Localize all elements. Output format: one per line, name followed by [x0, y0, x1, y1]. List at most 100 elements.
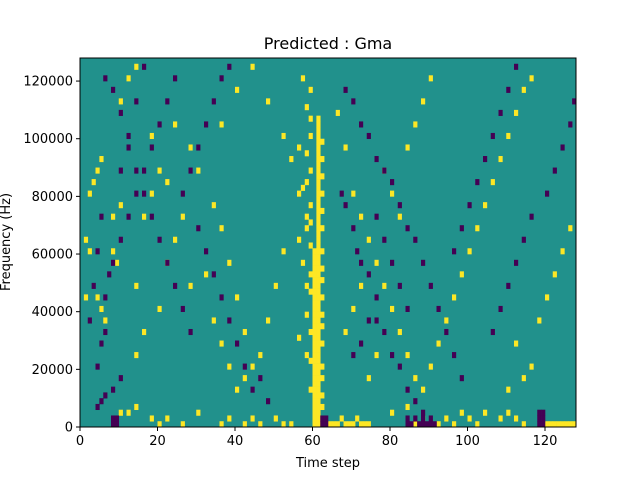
heatmap-cell-high	[312, 288, 317, 295]
heatmap-cell-high	[312, 254, 317, 261]
x-axis: 0 20 40 60 80 100 120	[76, 427, 557, 449]
heatmap-cell-low	[103, 328, 108, 336]
heatmap-cell-low	[103, 294, 108, 301]
heatmap-cell-high	[312, 357, 317, 364]
heatmap-cell-high	[111, 213, 116, 220]
heatmap-cell-high	[390, 190, 395, 197]
heatmap-cell-high	[173, 121, 178, 128]
heatmap-cell-high	[506, 386, 511, 393]
heatmap-cell-low	[134, 98, 139, 105]
heatmap-cell-high	[312, 346, 317, 353]
heatmap-cell-high	[506, 132, 511, 140]
heatmap-cell-high	[413, 375, 418, 382]
heatmap-cell-high	[312, 265, 317, 272]
heatmap-cell-low	[483, 156, 488, 163]
heatmap-cell-high	[320, 138, 325, 145]
heatmap-cell-low	[390, 352, 395, 359]
heatmap-cell-low	[142, 63, 147, 70]
heatmap-cell-high	[374, 352, 379, 359]
heatmap-cell-low	[99, 213, 104, 220]
heatmap-cell-low	[405, 225, 410, 232]
heatmap-cell-low	[99, 340, 104, 347]
heatmap-cell-high	[506, 409, 511, 416]
heatmap-cell-high	[316, 328, 321, 336]
heatmap-cell-high	[316, 282, 321, 289]
heatmap-cell-low	[165, 259, 170, 266]
heatmap-cell-high	[316, 115, 321, 122]
heatmap-cell-high	[157, 167, 162, 174]
heatmap-cell-high	[316, 421, 321, 428]
heatmap-cell-high	[312, 334, 317, 341]
heatmap-cell-low	[339, 190, 344, 197]
heatmap-cell-high	[320, 173, 325, 180]
heatmap-cell-low	[541, 409, 546, 416]
heatmap-cell-high	[413, 421, 418, 428]
heatmap-cell-low	[107, 271, 112, 278]
heatmap-cell-high	[308, 288, 313, 295]
heatmap-cell-high	[568, 225, 573, 232]
heatmap-cell-low	[320, 421, 325, 428]
heatmap-cell-high	[250, 363, 255, 370]
heatmap-cell-high	[405, 352, 410, 359]
heatmap-cell-high	[316, 369, 321, 376]
heatmap-cell-high	[304, 282, 309, 289]
heatmap-cell-low	[413, 415, 418, 422]
heatmap-cell-high	[312, 340, 317, 347]
heatmap-cell-high	[273, 415, 278, 422]
heatmap-cell-low	[467, 202, 472, 209]
heatmap-cell-high	[390, 409, 395, 416]
heatmap-cell-high	[308, 219, 313, 226]
heatmap-cell-low	[382, 328, 387, 336]
heatmap-cell-high	[320, 311, 325, 318]
heatmap-cell-high	[316, 386, 321, 393]
heatmap-cell-low	[343, 202, 348, 209]
heatmap-cell-high	[316, 196, 321, 203]
y-tick-label: 80000	[32, 190, 73, 205]
x-tick-label: 0	[76, 434, 84, 449]
heatmap-cell-high	[320, 156, 325, 163]
heatmap-cell-high	[219, 225, 224, 232]
heatmap-cell-high	[250, 63, 255, 70]
heatmap-cell-high	[312, 352, 317, 359]
heatmap-cell-high	[521, 86, 526, 93]
heatmap-cell-low	[99, 398, 104, 405]
heatmap-cell-high	[405, 144, 410, 151]
heatmap-cell-high	[149, 132, 154, 140]
heatmap-cell-low	[405, 421, 410, 428]
heatmap-cell-high	[180, 421, 185, 428]
heatmap-cell-high	[297, 236, 302, 243]
heatmap-cell-low	[114, 415, 120, 422]
heatmap-cell-high	[312, 259, 317, 266]
heatmap-cell-high	[475, 225, 480, 232]
heatmap-cell-high	[235, 294, 240, 301]
heatmap-cell-low	[397, 282, 402, 289]
heatmap-cell-low	[424, 421, 430, 428]
heatmap-cell-low	[219, 75, 224, 82]
heatmap-cell-high	[149, 415, 154, 422]
heatmap-cell-high	[374, 259, 379, 266]
plot-frame	[79, 57, 577, 428]
heatmap-cell-high	[390, 305, 395, 312]
heatmap-cell-low	[529, 213, 534, 220]
heatmap-cell-high	[142, 328, 147, 336]
heatmap-cell-high	[421, 98, 426, 105]
heatmap-cell-low	[421, 259, 426, 266]
heatmap-cell-high	[521, 421, 526, 428]
heatmap-cell-low	[506, 282, 511, 289]
heatmap-cell-high	[328, 421, 333, 428]
heatmap-cell-high	[134, 352, 139, 359]
heatmap-cell-high	[95, 167, 100, 174]
heatmap-cell-high	[316, 230, 321, 238]
heatmap-cell-low	[118, 375, 123, 382]
heatmap-cell-high	[227, 415, 232, 422]
heatmap-cell-high	[316, 271, 321, 278]
heatmap-cell-high	[467, 248, 472, 255]
heatmap-cell-low	[355, 248, 360, 255]
heatmap-cell-low	[111, 421, 116, 428]
heatmap-cell-high	[316, 207, 321, 214]
heatmap-cell-high	[118, 409, 123, 416]
heatmap-cell-low	[359, 259, 364, 266]
heatmap-cell-low	[320, 415, 325, 422]
heatmap-cell-high	[180, 213, 185, 220]
heatmap-cell-high	[149, 190, 154, 197]
